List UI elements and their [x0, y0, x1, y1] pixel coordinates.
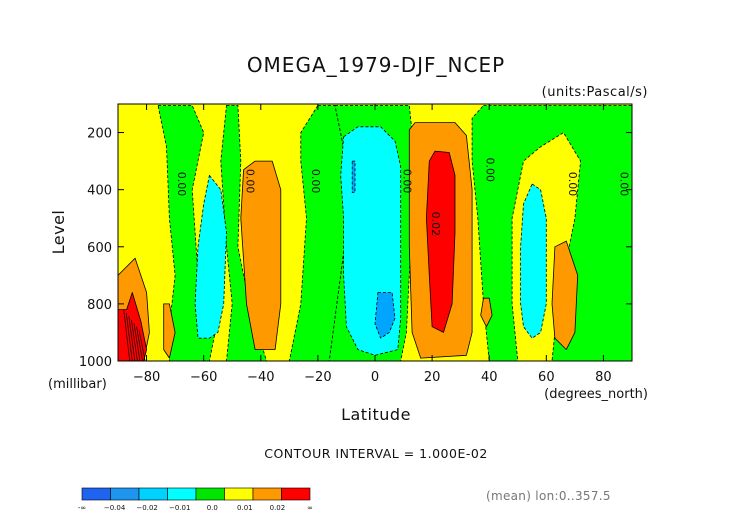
dense-contour-line [133, 323, 141, 361]
contour-label-0: 0.00 [175, 172, 188, 197]
contour-label-7: 0.00 [618, 172, 631, 197]
x-axis-units: (degrees_north) [544, 387, 648, 402]
colorbar-tick-3: −0.01 [169, 504, 190, 512]
colorbar-tick-7: ∞ [307, 504, 313, 512]
contour-region-_0_01_0_0-4 [471, 105, 632, 361]
plot-area: 0.00 0.00 0.00 0.00 0.02 0.00 0.00 0.00 −80 −60 −… [79, 103, 633, 385]
colorbar-tick-4: 0.0 [207, 504, 218, 512]
contour-region-_0_02_0_01-0 [194, 174, 227, 339]
x-tick-label-4: 0 [371, 370, 379, 385]
contour-label-5: 0.00 [483, 157, 496, 182]
dense-contour-line [136, 326, 143, 361]
dense-contour-line [138, 330, 146, 361]
contour-label-3: 0.00 [401, 169, 414, 194]
units-label: (units:Pascal/s) [542, 85, 648, 100]
contour-region-_0_01_0_0-1 [220, 105, 267, 361]
y-axis-label: Level [49, 210, 68, 255]
colorbar: -∞ −0.04 −0.02 −0.01 0.0 0.01 0.02 ∞ [78, 487, 313, 512]
dense-contour-line [125, 312, 133, 361]
contour-label-1: 0.00 [244, 169, 257, 194]
colorbar-tick-0: -∞ [78, 504, 86, 512]
contour-region-_0_04_0_02-0 [374, 292, 396, 339]
x-tick-label-0: −80 [133, 370, 160, 385]
y-axis-units: (millibar) [48, 377, 107, 392]
dense-contour-line [128, 316, 136, 361]
contour-region-0_01_0_02-5 [480, 297, 493, 328]
colorbar-swatch-7 [281, 487, 311, 501]
x-axis-label: Latitude [341, 405, 411, 424]
contour-region-0_01_0_02-1 [240, 160, 282, 351]
dense-contour-line [131, 319, 138, 361]
colorbar-tick-1: −0.04 [104, 504, 126, 512]
colorbar-swatch-1 [110, 487, 140, 501]
x-tick-label-2: −40 [247, 370, 274, 385]
colorbar-swatch-6 [252, 487, 282, 501]
mean-info-text: (mean) lon:0..357.5 [486, 489, 611, 503]
y-tick-label-0: 200 [87, 127, 112, 142]
contour-label-2: 0.00 [309, 169, 322, 194]
colorbar-swatch-4 [195, 487, 225, 501]
contour-label-6: 0.00 [566, 172, 579, 197]
x-tick-label-7: 60 [538, 370, 555, 385]
colorbar-swatch-3 [167, 487, 197, 501]
colorbar-tick-2: −0.02 [136, 504, 157, 512]
contour-region-0_01_0_02-3 [163, 303, 176, 359]
x-tick-label-5: 20 [424, 370, 441, 385]
y-tick-label-2: 600 [87, 241, 112, 256]
contour-region-_0_04_0_02-1 [351, 160, 356, 193]
contour-label-4: 0.02 [429, 212, 442, 237]
colorbar-swatch-0 [81, 487, 111, 501]
chart-title: OMEGA_1979-DJF_NCEP [247, 53, 505, 77]
x-tick-label-1: −60 [190, 370, 217, 385]
x-tick-label-6: 40 [481, 370, 498, 385]
colorbar-tick-5: 0.01 [237, 504, 253, 512]
contour-region-0_01_0_02-4 [551, 240, 579, 351]
contour-interval-text: CONTOUR INTERVAL = 1.000E-02 [264, 446, 488, 461]
contour-region-_0_01_0_0-2 [288, 105, 353, 361]
x-tick-label-3: −20 [304, 370, 331, 385]
contour-region-_0_02_0_01-2 [520, 183, 547, 339]
y-tick-label-3: 800 [87, 298, 112, 313]
x-tick-label-8: 80 [595, 370, 612, 385]
colorbar-swatch-2 [138, 487, 168, 501]
y-tick-label-4: 1000 [79, 355, 112, 370]
y-tick-label-1: 400 [87, 184, 112, 199]
colorbar-swatch-5 [224, 487, 254, 501]
colorbar-tick-6: 0.02 [270, 504, 286, 512]
contour-region-_0_02-0 [425, 150, 456, 333]
dense-contour-line [123, 309, 131, 361]
